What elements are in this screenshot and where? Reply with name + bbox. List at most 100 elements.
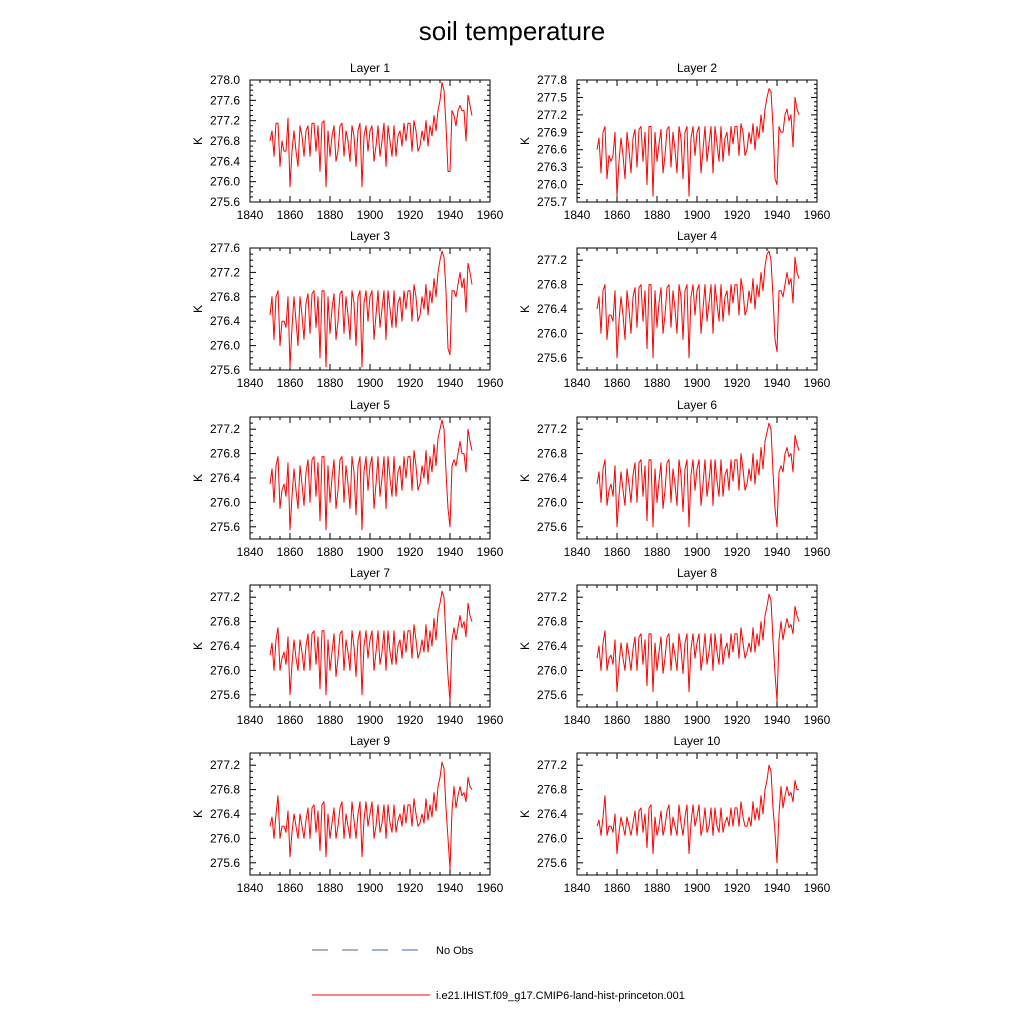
y-tick-label: 277.2	[210, 758, 240, 772]
y-axis-label: K	[518, 137, 532, 145]
y-tick-label: 276.4	[537, 471, 567, 485]
x-tick-label: 1840	[237, 376, 264, 390]
x-tick-label: 1960	[477, 713, 504, 727]
x-tick-label: 1900	[684, 881, 711, 895]
y-tick-label: 276.0	[210, 831, 240, 845]
y-tick-label: 275.6	[210, 363, 240, 377]
y-tick-label: 276.8	[210, 290, 240, 304]
y-tick-label: 276.4	[537, 639, 567, 653]
panel-title: Layer 2	[677, 61, 717, 75]
panel-title: Layer 5	[350, 398, 390, 412]
x-tick-label: 1940	[764, 713, 791, 727]
y-tick-label: 276.0	[537, 495, 567, 509]
x-tick-label: 1880	[317, 208, 344, 222]
x-tick-label: 1940	[764, 376, 791, 390]
panel-9: Layer 9 K 1840 1860 1880 1900 1920 1940 1960 275.…	[191, 734, 504, 895]
x-tick-label: 1960	[804, 713, 831, 727]
y-tick-label: 276.0	[210, 175, 240, 189]
panel-title: Layer 4	[677, 229, 717, 243]
x-tick-label: 1840	[564, 208, 591, 222]
x-tick-label: 1840	[237, 208, 264, 222]
y-tick-label: 276.0	[537, 831, 567, 845]
x-tick-label: 1940	[764, 208, 791, 222]
y-tick-label: 275.6	[210, 856, 240, 870]
x-tick-label: 1900	[357, 208, 384, 222]
x-tick-label: 1960	[804, 376, 831, 390]
plot-frame	[249, 79, 491, 203]
y-tick-label: 275.6	[537, 688, 567, 702]
y-axis-label: K	[191, 137, 205, 145]
panel-5: Layer 5 K 1840 1860 1880 1900 1920 1940 1960 275.…	[191, 398, 504, 559]
x-tick-label: 1920	[724, 376, 751, 390]
legend-label-no-obs: No Obs	[436, 945, 474, 957]
y-tick-label: 277.2	[537, 422, 567, 436]
y-tick-label: 277.2	[537, 590, 567, 604]
y-axis-label: K	[518, 810, 532, 818]
plot-frame	[576, 79, 818, 203]
x-tick-label: 1840	[564, 545, 591, 559]
x-tick-label: 1920	[724, 881, 751, 895]
legend-label-model: i.e21.IHIST.f09_g17.CMIP6-land-hist-prin…	[436, 990, 685, 1002]
x-tick-label: 1900	[357, 376, 384, 390]
y-tick-label: 277.6	[210, 241, 240, 255]
y-tick-label: 275.6	[210, 520, 240, 534]
y-tick-label: 276.8	[537, 278, 567, 292]
x-tick-label: 1940	[437, 545, 464, 559]
y-axis-label: K	[191, 810, 205, 818]
y-axis-label: K	[191, 474, 205, 482]
x-tick-label: 1960	[477, 881, 504, 895]
y-tick-label: 276.4	[537, 807, 567, 821]
panel-3: Layer 3 K 1840 1860 1880 1900 1920 1940 1960 275.…	[191, 229, 504, 390]
y-tick-label: 276.4	[210, 471, 240, 485]
x-tick-label: 1900	[684, 376, 711, 390]
y-tick-label: 277.5	[537, 90, 567, 104]
y-axis-label: K	[518, 642, 532, 650]
x-tick-label: 1840	[564, 881, 591, 895]
y-axis-label: K	[191, 305, 205, 313]
panel-8: Layer 8 K 1840 1860 1880 1900 1920 1940 1960 275.…	[518, 566, 831, 727]
page-title: soil temperature	[419, 16, 605, 46]
y-tick-label: 275.6	[537, 520, 567, 534]
y-tick-label: 276.9	[537, 125, 567, 139]
series-line	[269, 590, 473, 702]
x-tick-label: 1900	[684, 713, 711, 727]
x-tick-label: 1880	[317, 376, 344, 390]
y-tick-label: 277.2	[210, 265, 240, 279]
x-tick-label: 1880	[644, 713, 671, 727]
x-tick-label: 1920	[724, 713, 751, 727]
y-tick-label: 275.6	[210, 688, 240, 702]
x-tick-label: 1900	[357, 713, 384, 727]
y-tick-label: 275.7	[537, 195, 567, 209]
x-tick-label: 1900	[357, 545, 384, 559]
panel-grid: Layer 1 K 1840 1860 1880 1900 1920 1940 1960 275.…	[191, 61, 831, 895]
x-tick-label: 1880	[317, 713, 344, 727]
panel-6: Layer 6 K 1840 1860 1880 1900 1920 1940 1960 275.…	[518, 398, 831, 559]
panel-title: Layer 9	[350, 734, 390, 748]
series-line	[596, 764, 799, 864]
x-tick-label: 1880	[644, 881, 671, 895]
y-tick-label: 277.2	[537, 758, 567, 772]
x-tick-label: 1940	[437, 881, 464, 895]
y-tick-label: 278.0	[210, 73, 240, 87]
y-tick-label: 276.8	[210, 615, 240, 629]
x-tick-label: 1900	[684, 545, 711, 559]
y-tick-label: 275.6	[537, 856, 567, 870]
x-tick-label: 1920	[724, 545, 751, 559]
x-tick-label: 1860	[277, 881, 304, 895]
x-tick-label: 1880	[317, 545, 344, 559]
x-tick-label: 1940	[764, 545, 791, 559]
plot-frame	[576, 416, 818, 540]
y-tick-label: 276.0	[210, 663, 240, 677]
x-tick-label: 1900	[357, 881, 384, 895]
y-tick-label: 276.4	[537, 302, 567, 316]
panel-title: Layer 3	[350, 229, 390, 243]
x-tick-label: 1920	[397, 545, 424, 559]
y-tick-label: 277.2	[537, 108, 567, 122]
y-tick-label: 276.0	[537, 663, 567, 677]
y-tick-label: 276.4	[210, 807, 240, 821]
y-tick-label: 276.0	[210, 339, 240, 353]
y-tick-label: 277.2	[537, 253, 567, 267]
panel-1: Layer 1 K 1840 1860 1880 1900 1920 1940 1960 275.…	[191, 61, 504, 222]
x-tick-label: 1900	[684, 208, 711, 222]
